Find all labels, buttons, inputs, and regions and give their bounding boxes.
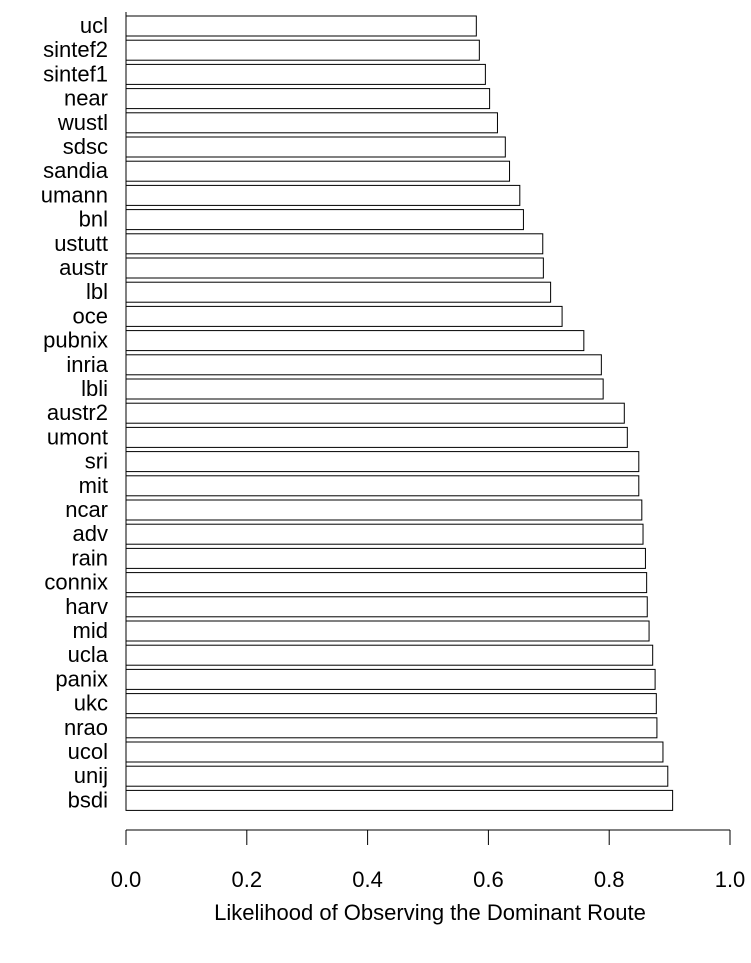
x-axis-title: Likelihood of Observing the Dominant Rou… <box>214 900 646 925</box>
bar-panix <box>125 668 656 690</box>
category-label-ustutt: ustutt <box>54 231 108 256</box>
x-axis: 0.0 0.2 0.4 0.6 0.8 1.0 <box>111 829 746 892</box>
bar-ucl <box>125 15 477 37</box>
bar-connix <box>125 572 648 594</box>
bar-inria <box>125 354 602 376</box>
category-label-mit: mit <box>79 473 108 498</box>
category-label-wustl: wustl <box>57 110 108 135</box>
x-tick-label-2: 0.4 <box>352 867 383 892</box>
bars <box>125 15 674 811</box>
category-label-lbl: lbl <box>86 279 108 304</box>
category-label-sdsc: sdsc <box>63 134 108 159</box>
x-tick-label-0: 0.0 <box>111 867 142 892</box>
bar-mid <box>125 620 650 642</box>
bar-bsdi <box>125 789 674 811</box>
bar-umont <box>125 426 628 448</box>
bar-wustl <box>125 112 498 134</box>
bar-near <box>125 88 491 110</box>
category-label-ucla: ucla <box>68 642 109 667</box>
category-label-ucl: ucl <box>80 13 108 38</box>
x-tick-label-5: 1.0 <box>715 867 746 892</box>
bar-sintef2 <box>125 39 480 61</box>
category-label-umann: umann <box>41 182 108 207</box>
category-label-connix: connix <box>44 570 108 595</box>
category-label-ucol: ucol <box>68 739 108 764</box>
bar-adv <box>125 523 644 545</box>
bar-pubnix <box>125 330 585 352</box>
x-tick-label-1: 0.2 <box>232 867 263 892</box>
category-label-rain: rain <box>71 545 108 570</box>
category-label-harv: harv <box>65 594 108 619</box>
category-label-unij: unij <box>74 763 108 788</box>
bar-ustutt <box>125 233 544 255</box>
category-label-ncar: ncar <box>65 497 108 522</box>
bar-bnl <box>125 209 524 231</box>
bar-harv <box>125 596 648 618</box>
bar-lbl <box>125 281 552 303</box>
category-labels: uclsintef2sintef1nearwustlsdscsandiauman… <box>41 13 109 812</box>
bar-ncar <box>125 499 643 521</box>
bar-nrao <box>125 717 658 739</box>
category-label-sintef1: sintef1 <box>43 61 108 86</box>
category-label-umont: umont <box>47 424 108 449</box>
bar-ukc <box>125 693 657 715</box>
bar-mit <box>125 475 640 497</box>
bar-rain <box>125 547 646 569</box>
category-label-ukc: ukc <box>74 691 108 716</box>
category-label-mid: mid <box>73 618 108 643</box>
bar-sri <box>125 451 640 473</box>
category-label-panix: panix <box>55 666 108 691</box>
bar-austr2 <box>125 402 625 424</box>
category-label-bnl: bnl <box>79 207 108 232</box>
category-label-sandia: sandia <box>43 158 109 183</box>
bar-sintef1 <box>125 63 486 85</box>
category-label-sintef2: sintef2 <box>43 37 108 62</box>
category-label-oce: oce <box>73 303 108 328</box>
category-label-austr: austr <box>59 255 108 280</box>
category-label-pubnix: pubnix <box>43 328 108 353</box>
category-label-nrao: nrao <box>64 715 108 740</box>
category-label-sri: sri <box>85 449 108 474</box>
bar-umann <box>125 184 521 206</box>
bar-ucol <box>125 741 664 763</box>
bar-lbli <box>125 378 604 400</box>
bar-sdsc <box>125 136 506 158</box>
category-label-inria: inria <box>66 352 108 377</box>
category-label-lbli: lbli <box>81 376 108 401</box>
bar-unij <box>125 765 669 787</box>
x-tick-label-3: 0.6 <box>473 867 504 892</box>
category-label-near: near <box>64 86 108 111</box>
bar-ucla <box>125 644 654 666</box>
x-tick-label-4: 0.8 <box>594 867 625 892</box>
category-label-adv: adv <box>73 521 108 546</box>
bar-oce <box>125 305 563 327</box>
category-label-bsdi: bsdi <box>68 787 108 812</box>
category-label-austr2: austr2 <box>47 400 108 425</box>
bar-sandia <box>125 160 511 182</box>
bar-austr <box>125 257 544 279</box>
